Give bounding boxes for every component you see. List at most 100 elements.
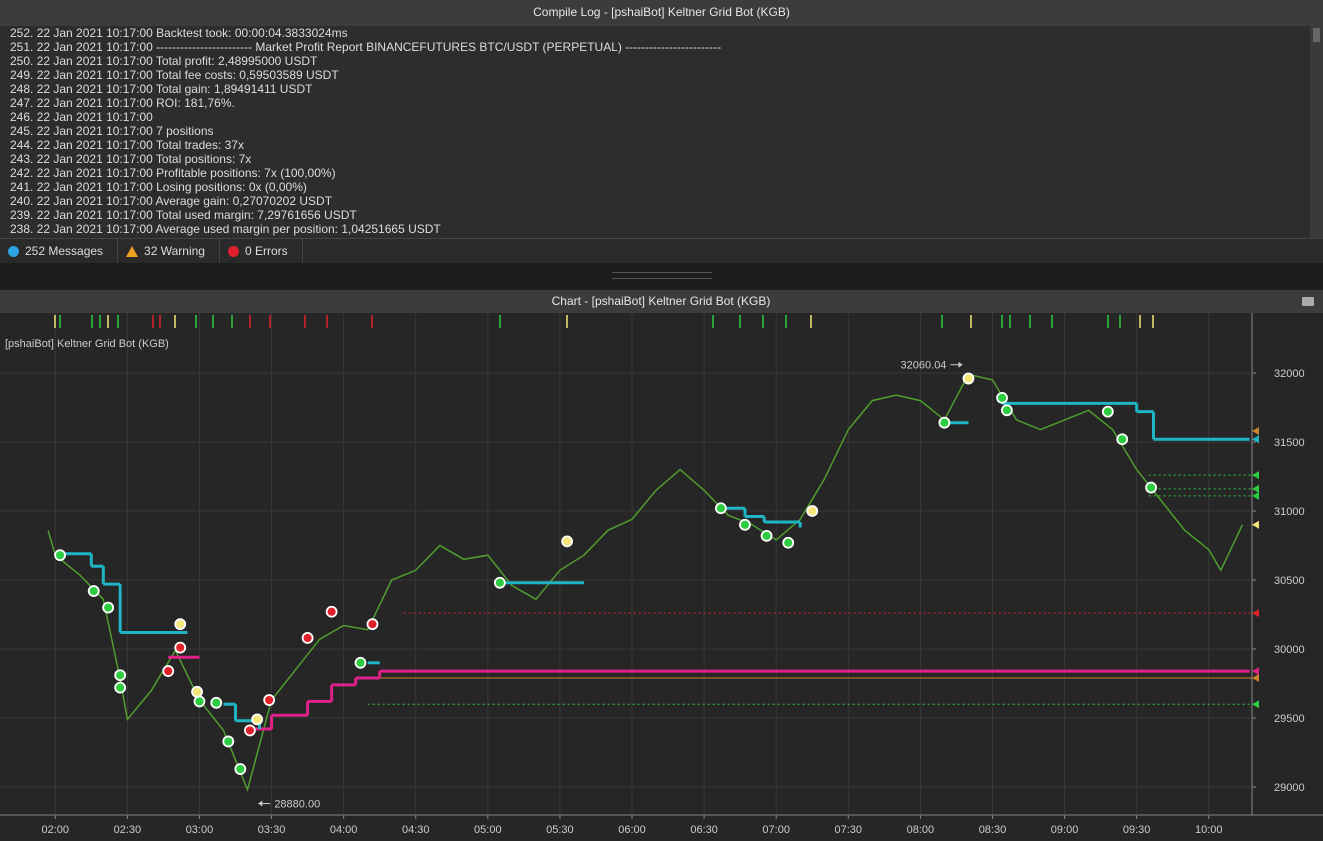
y-tick-label: 30000	[1274, 644, 1305, 656]
trade-marker	[782, 536, 795, 549]
errors-tab[interactable]: 0 Errors	[220, 239, 303, 263]
x-tick-label: 09:30	[1123, 824, 1151, 836]
messages-count: 252 Messages	[25, 244, 104, 258]
y-tick-label: 31500	[1274, 437, 1305, 449]
trade-marker	[962, 372, 975, 385]
trade-marker	[1145, 481, 1157, 494]
trade-marker	[193, 695, 206, 708]
trade-marker	[54, 549, 66, 562]
trade-marker	[162, 665, 175, 677]
x-tick-label: 07:00	[762, 824, 790, 836]
log-line: 238. 22 Jan 2021 10:17:00 Average used m…	[10, 222, 441, 236]
annotation: 32060.04	[901, 360, 947, 372]
y-tick-label: 30500	[1274, 575, 1305, 587]
trade-marker	[210, 696, 223, 709]
log-line: 252. 22 Jan 2021 10:17:00 Backtest took:…	[10, 26, 348, 40]
signal-ticks	[54, 315, 1154, 328]
x-tick-label: 05:00	[474, 824, 502, 836]
trade-marker	[244, 724, 256, 737]
log-line: 249. 22 Jan 2021 10:17:00 Total fee cost…	[10, 68, 339, 82]
trade-marker	[301, 632, 314, 644]
trade-marker	[191, 685, 203, 698]
trade-marker	[174, 641, 187, 654]
price-axis	[1252, 313, 1323, 815]
y-tick-label: 32000	[1274, 368, 1305, 380]
trade-marker	[114, 681, 127, 694]
log-line: 242. 22 Jan 2021 10:17:00 Profitable pos…	[10, 166, 336, 180]
trade-marker	[174, 618, 187, 631]
x-tick-label: 02:00	[42, 824, 70, 836]
chart-title: Chart - [pshaiBot] Keltner Grid Bot (KGB…	[552, 294, 771, 308]
chart: Chart - [pshaiBot] Keltner Grid Bot (KGB…	[0, 290, 1323, 841]
arrow-head	[958, 361, 963, 368]
warnings-tab[interactable]: 32 Warning	[118, 239, 220, 263]
messages-tab[interactable]: 252 Messages	[0, 239, 119, 263]
x-tick-label: 06:00	[618, 824, 646, 836]
log-line: 248. 22 Jan 2021 10:17:00 Total gain: 1,…	[10, 82, 313, 96]
errors-count: 0 Errors	[244, 244, 288, 258]
x-tick-label: 10:00	[1195, 824, 1223, 836]
trade-marker	[366, 618, 379, 631]
x-tick-label: 02:30	[114, 824, 142, 836]
trade-marker	[251, 713, 264, 726]
trade-marker	[102, 601, 115, 614]
camera-icon[interactable]	[1302, 297, 1314, 306]
log-line: 241. 22 Jan 2021 10:17:00 Losing positio…	[10, 180, 307, 194]
log-line: 243. 22 Jan 2021 10:17:00 Total position…	[10, 152, 252, 166]
warning-icon	[126, 245, 139, 257]
trade-marker	[739, 518, 751, 531]
level-marker	[1252, 426, 1259, 435]
x-tick-label: 09:00	[1051, 824, 1079, 836]
chart-label: [pshaiBot] Keltner Grid Bot (KGB)	[5, 338, 169, 350]
trade-marker	[715, 502, 727, 515]
log-line: 244. 22 Jan 2021 10:17:00 Total trades: …	[10, 138, 244, 152]
trade-marker	[325, 605, 338, 618]
arrow-head	[258, 800, 263, 807]
y-tick-label: 29500	[1274, 713, 1305, 725]
trade-marker	[561, 535, 574, 548]
annotation: 28880.00	[274, 799, 320, 811]
status-bar: 252 Messages 32 Warning 0 Errors	[0, 238, 1323, 263]
log-line: 240. 22 Jan 2021 10:17:00 Average gain: …	[10, 194, 333, 208]
trade-marker	[1000, 404, 1013, 417]
log-title: Compile Log - [pshaiBot] Keltner Grid Bo…	[0, 0, 1323, 27]
level-marker	[1252, 609, 1259, 618]
trade-marker	[938, 416, 951, 429]
x-tick-label: 08:30	[979, 824, 1007, 836]
trade-marker	[1116, 433, 1129, 446]
trade-marker	[114, 669, 127, 682]
log-line: 247. 22 Jan 2021 10:17:00 ROI: 181,76%.	[10, 96, 235, 110]
y-tick-label: 31000	[1274, 506, 1305, 518]
log-line: 250. 22 Jan 2021 10:17:00 Total profit: …	[10, 54, 318, 68]
level-marker	[1252, 700, 1259, 709]
level-marker	[1252, 673, 1259, 682]
log-line: 245. 22 Jan 2021 10:17:00 7 positions	[10, 124, 214, 138]
grid	[0, 313, 1252, 815]
level-marker	[1252, 520, 1259, 529]
log-line: 239. 22 Jan 2021 10:17:00 Total used mar…	[10, 208, 357, 222]
x-tick-label: 06:30	[690, 824, 718, 836]
log-line: 251. 22 Jan 2021 10:17:00 --------------…	[10, 40, 722, 54]
log-panel: 252. 22 Jan 2021 10:17:00 Backtest took:…	[0, 26, 1310, 238]
x-tick-label: 08:00	[907, 824, 935, 836]
trade-marker	[493, 576, 506, 589]
level-marker	[1252, 667, 1259, 676]
trade-marker	[1101, 405, 1114, 418]
splitter[interactable]	[0, 263, 1323, 290]
y-tick-label: 29000	[1274, 782, 1305, 794]
x-tick-label: 03:30	[258, 824, 286, 836]
trade-marker	[234, 763, 247, 775]
trade-marker	[806, 505, 819, 517]
trade-marker	[263, 694, 276, 706]
level-marker	[1252, 491, 1259, 500]
x-tick-label: 03:00	[186, 824, 214, 836]
chart-title-bar	[0, 290, 1323, 313]
level-marker	[1252, 484, 1259, 493]
x-tick-label: 04:00	[330, 824, 358, 836]
x-tick-label: 07:30	[835, 824, 863, 836]
level-marker	[1252, 435, 1259, 444]
trade-marker	[996, 391, 1008, 404]
scrollbar[interactable]	[1310, 26, 1323, 238]
trade-marker	[760, 529, 773, 542]
